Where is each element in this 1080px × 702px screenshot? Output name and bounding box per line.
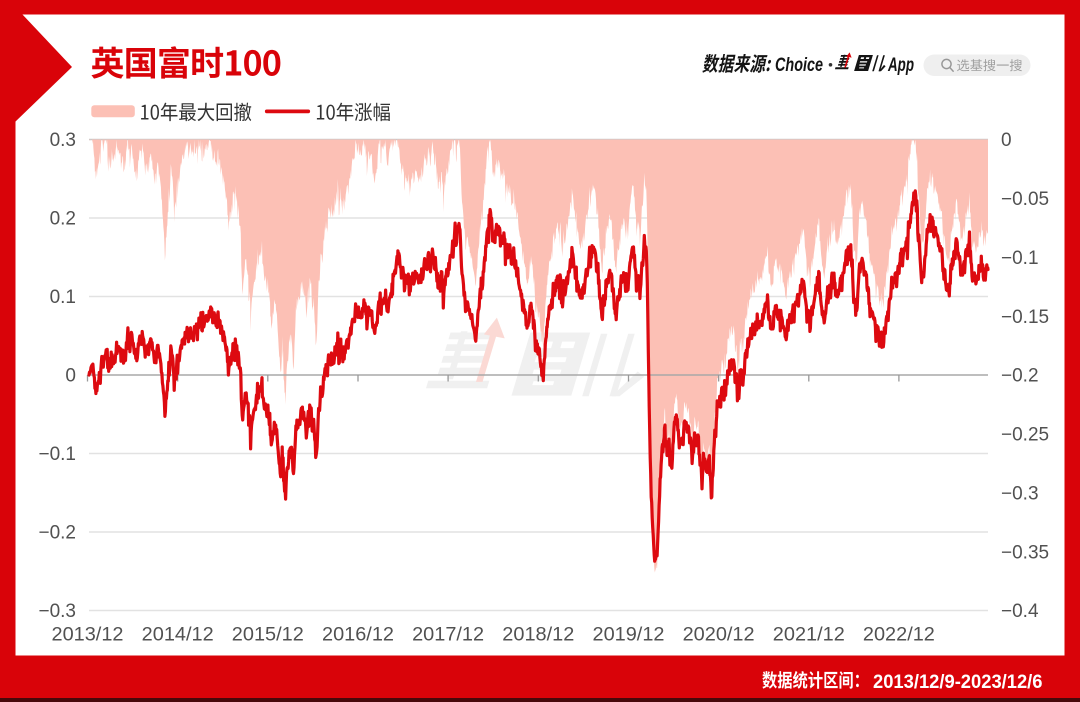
svg-text:2015/12: 2015/12 (232, 625, 304, 646)
svg-text:2017/12: 2017/12 (412, 625, 484, 646)
svg-text:2013/12: 2013/12 (52, 625, 124, 646)
svg-text:−0.25: −0.25 (1001, 425, 1049, 446)
svg-text:−0.1: −0.1 (1001, 248, 1039, 269)
svg-text:−0.1: −0.1 (38, 444, 76, 465)
svg-text:−0.05: −0.05 (1001, 189, 1049, 210)
svg-text:−0.35: −0.35 (1001, 542, 1049, 563)
svg-text:0.3: 0.3 (50, 130, 76, 151)
svg-text:0: 0 (1001, 130, 1012, 151)
svg-text:−0.3: −0.3 (38, 601, 76, 622)
svg-text:−0.2: −0.2 (1001, 366, 1039, 387)
svg-text:0.1: 0.1 (50, 287, 76, 308)
svg-text:2020/12: 2020/12 (683, 625, 755, 646)
svg-text:2019/12: 2019/12 (593, 625, 665, 646)
svg-text:2021/12: 2021/12 (773, 625, 845, 646)
svg-text:0: 0 (65, 366, 76, 387)
svg-text:2016/12: 2016/12 (322, 625, 394, 646)
svg-text:2014/12: 2014/12 (142, 625, 214, 646)
svg-text:2013/12/9-2023/12/6: 2013/12/9-2023/12/6 (873, 671, 1043, 693)
svg-text:−0.15: −0.15 (1001, 307, 1049, 328)
svg-text:Choice: Choice (775, 54, 823, 76)
svg-text:−0.4: −0.4 (1001, 601, 1039, 622)
svg-text:2022/12: 2022/12 (863, 625, 935, 646)
svg-text:−0.2: −0.2 (38, 523, 76, 544)
svg-text:App: App (887, 54, 914, 76)
svg-text:0.2: 0.2 (50, 209, 76, 230)
svg-text:2018/12: 2018/12 (502, 625, 574, 646)
svg-text:−0.3: −0.3 (1001, 483, 1039, 504)
